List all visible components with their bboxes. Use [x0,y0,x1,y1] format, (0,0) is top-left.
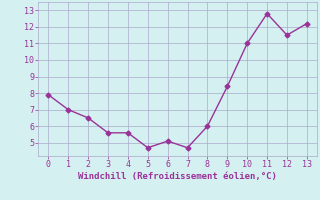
X-axis label: Windchill (Refroidissement éolien,°C): Windchill (Refroidissement éolien,°C) [78,172,277,181]
